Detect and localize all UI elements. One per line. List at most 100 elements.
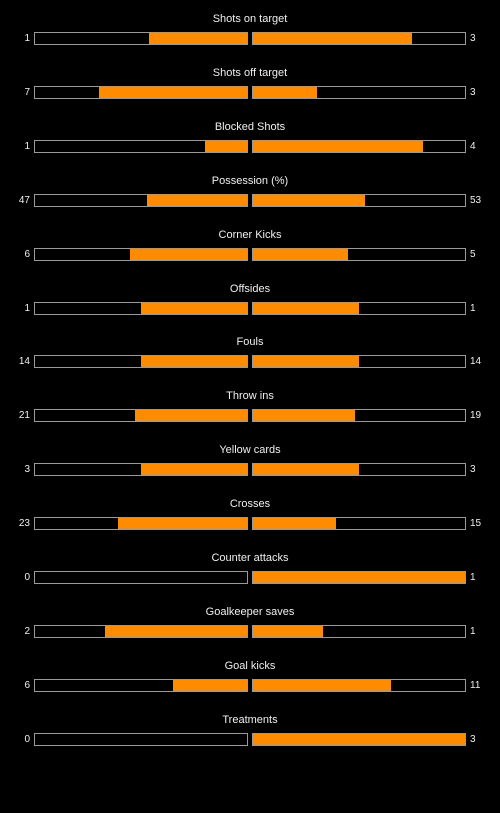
home-bar-fill (141, 356, 247, 367)
away-bar (252, 194, 466, 207)
home-value: 6 (24, 680, 30, 691)
stat-label: Throw ins (226, 390, 274, 402)
home-bar (34, 571, 248, 584)
home-bar (34, 409, 248, 422)
home-value: 21 (18, 410, 30, 421)
home-bar (34, 140, 248, 153)
away-bar (252, 517, 466, 530)
away-bar (252, 625, 466, 638)
home-value: 1 (24, 141, 30, 152)
stat-label: Counter attacks (211, 552, 289, 564)
stat-label: Corner Kicks (218, 229, 282, 241)
home-bar (34, 463, 248, 476)
stat-row: Treatments 0 3 (0, 713, 500, 753)
away-bar-fill (253, 410, 355, 421)
away-bar-fill (253, 734, 465, 745)
home-value: 3 (24, 464, 30, 475)
stat-label: Blocked Shots (214, 121, 286, 133)
home-value: 0 (24, 572, 30, 583)
away-value: 1 (470, 303, 476, 314)
home-bar (34, 355, 248, 368)
away-value: 4 (470, 141, 476, 152)
home-bar-fill (141, 464, 247, 475)
stat-label: Shots on target (212, 13, 288, 25)
home-bar-fill (149, 33, 247, 44)
home-bar-fill (105, 626, 247, 637)
stat-row: Crosses 23 15 (0, 497, 500, 537)
home-bar-fill (173, 680, 247, 691)
stat-row: Shots on target 1 3 (0, 12, 500, 52)
away-value: 3 (470, 464, 476, 475)
home-bar (34, 302, 248, 315)
stat-label: Possession (%) (211, 175, 289, 187)
home-bar-fill (118, 518, 247, 529)
away-bar-fill (253, 33, 412, 44)
away-bar (252, 409, 466, 422)
stat-label: Treatments (222, 714, 278, 726)
home-bar-fill (141, 303, 247, 314)
away-bar (252, 571, 466, 584)
home-bar (34, 733, 248, 746)
home-value: 0 (24, 734, 30, 745)
away-bar-fill (253, 249, 348, 260)
away-bar (252, 302, 466, 315)
home-value: 7 (24, 87, 30, 98)
stat-row: Yellow cards 3 3 (0, 443, 500, 483)
away-bar (252, 140, 466, 153)
home-bar (34, 517, 248, 530)
away-value: 19 (470, 410, 482, 421)
away-value: 53 (470, 195, 482, 206)
home-bar-fill (147, 195, 247, 206)
away-bar (252, 733, 466, 746)
away-bar (252, 355, 466, 368)
stat-row: Goal kicks 6 11 (0, 659, 500, 699)
home-value: 14 (18, 356, 30, 367)
home-value: 6 (24, 249, 30, 260)
away-bar-fill (253, 195, 365, 206)
stat-label: Crosses (229, 498, 271, 510)
away-value: 5 (470, 249, 476, 260)
stat-row: Offsides 1 1 (0, 282, 500, 322)
stat-row: Blocked Shots 1 4 (0, 120, 500, 160)
stat-row: Goalkeeper saves 2 1 (0, 605, 500, 645)
home-value: 47 (18, 195, 30, 206)
stat-row: Possession (%) 47 53 (0, 174, 500, 214)
home-bar-fill (99, 87, 247, 98)
home-bar-fill (135, 410, 247, 421)
stat-label: Goalkeeper saves (205, 606, 295, 618)
stat-row: Corner Kicks 6 5 (0, 228, 500, 268)
away-bar-fill (253, 680, 391, 691)
home-bar-fill (205, 141, 247, 152)
stat-row: Shots off target 7 3 (0, 66, 500, 106)
away-bar-fill (253, 572, 465, 583)
home-bar-fill (130, 249, 247, 260)
away-value: 14 (470, 356, 482, 367)
home-bar (34, 248, 248, 261)
stat-row: Counter attacks 0 1 (0, 551, 500, 591)
home-bar (34, 86, 248, 99)
home-value: 23 (18, 518, 30, 529)
stat-label: Shots off target (212, 67, 288, 79)
stat-label: Goal kicks (224, 660, 276, 672)
away-bar (252, 32, 466, 45)
stat-label: Yellow cards (219, 444, 281, 456)
home-value: 2 (24, 626, 30, 637)
away-bar (252, 463, 466, 476)
away-bar (252, 86, 466, 99)
away-bar-fill (253, 303, 359, 314)
away-value: 3 (470, 734, 476, 745)
away-value: 3 (470, 33, 476, 44)
away-bar (252, 679, 466, 692)
stat-row: Fouls 14 14 (0, 335, 500, 375)
home-bar (34, 194, 248, 207)
away-value: 11 (470, 680, 481, 691)
away-bar-fill (253, 626, 323, 637)
away-bar-fill (253, 518, 336, 529)
away-bar (252, 248, 466, 261)
stat-label: Offsides (229, 283, 271, 295)
away-value: 1 (470, 626, 476, 637)
away-value: 3 (470, 87, 476, 98)
home-value: 1 (24, 33, 30, 44)
home-value: 1 (24, 303, 30, 314)
